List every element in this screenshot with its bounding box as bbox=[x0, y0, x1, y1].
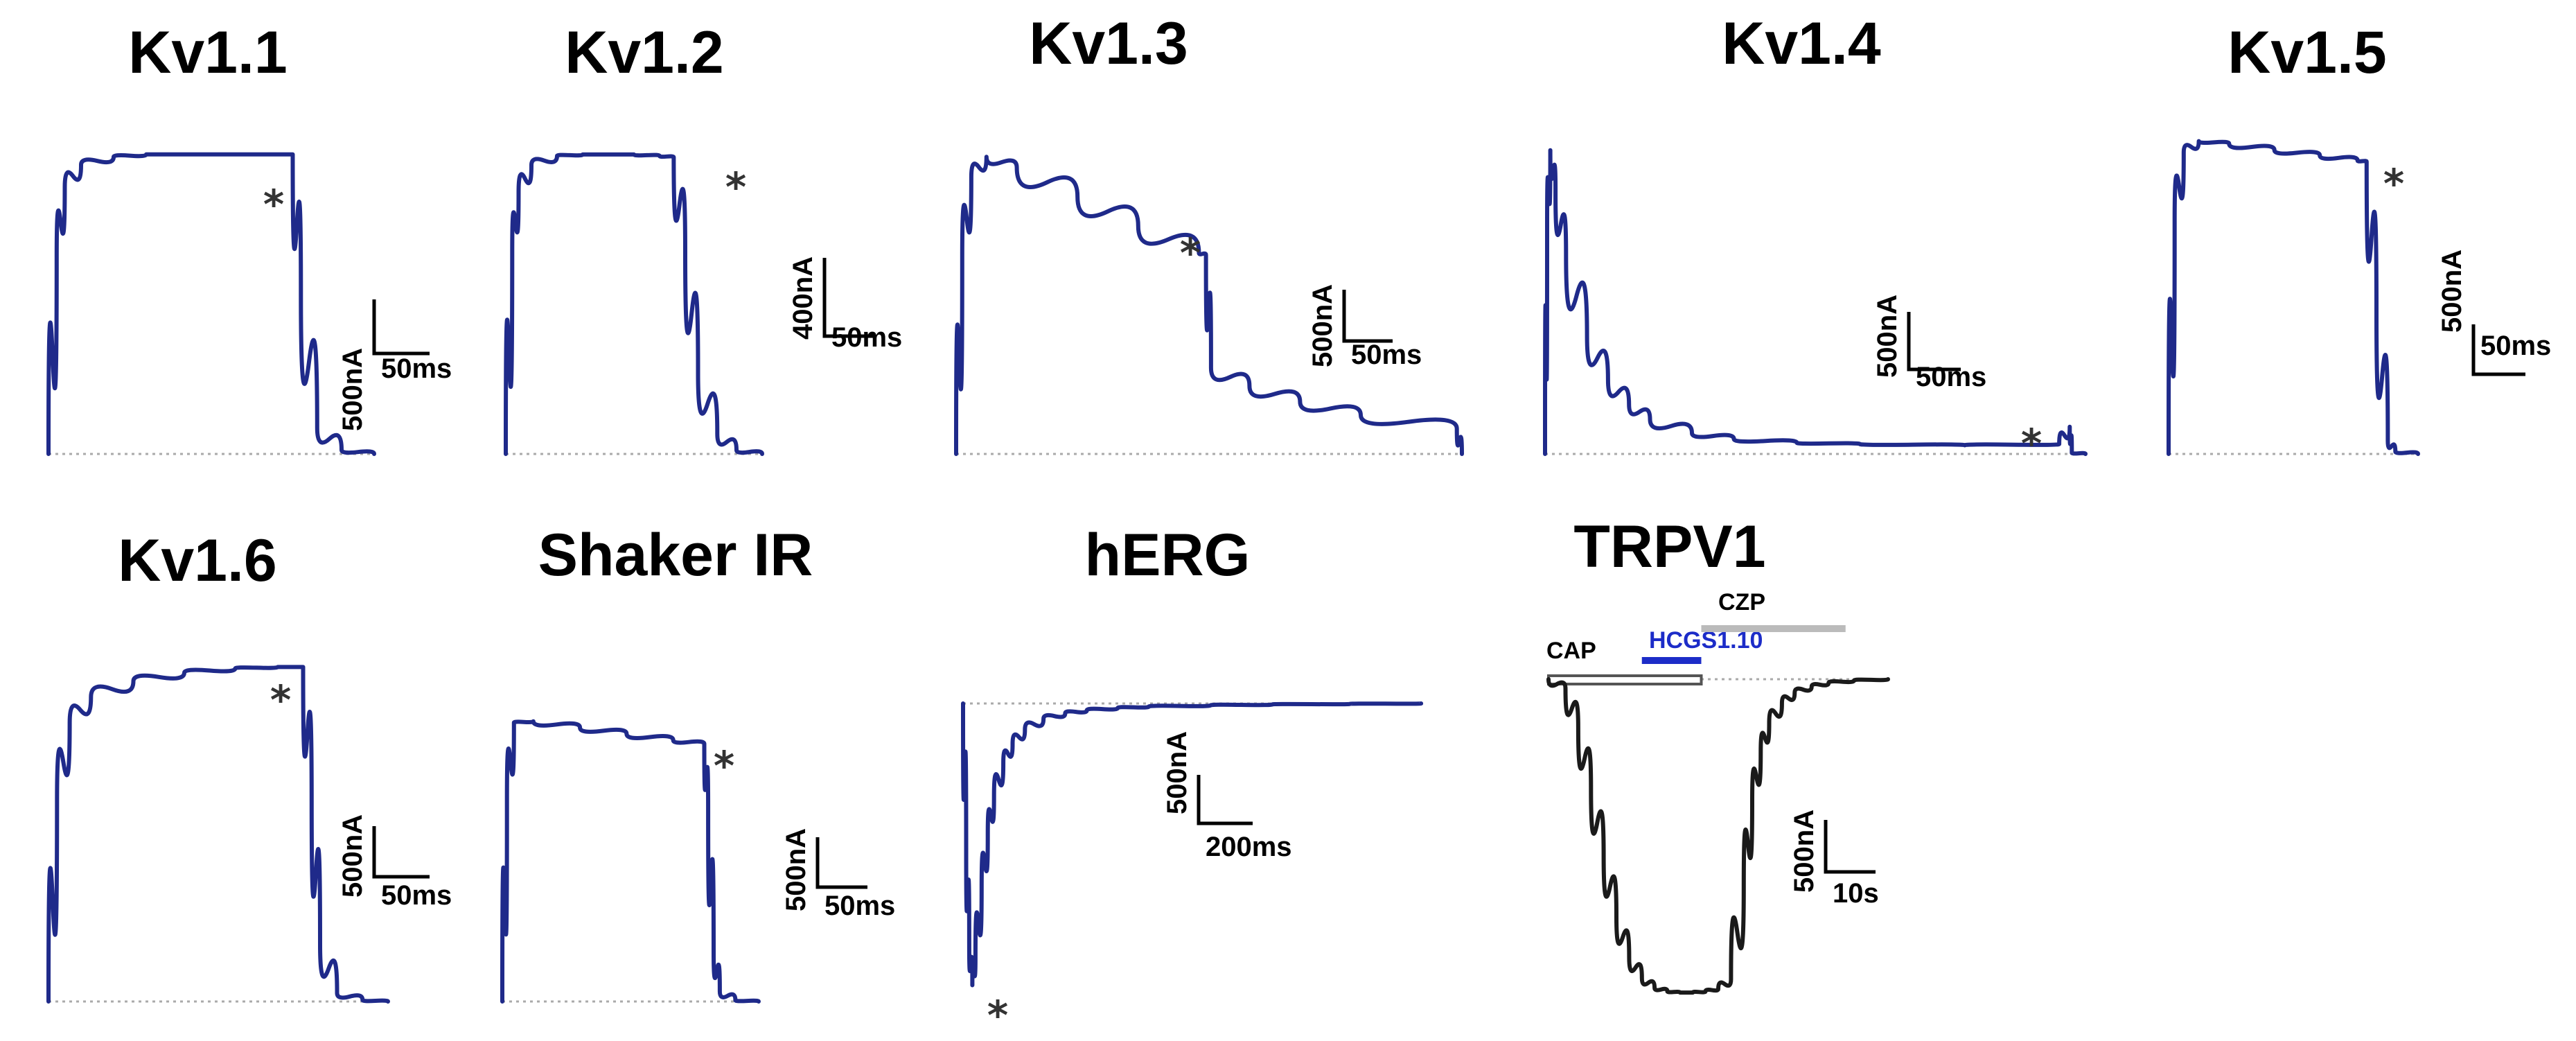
scale-bar-y-label-herg: 500nA bbox=[1162, 731, 1192, 814]
scale-bar-x-label-kv1-5: 50ms bbox=[2480, 331, 2551, 361]
scale-bar-herg bbox=[1197, 775, 1253, 825]
scale-bar-kv1-2 bbox=[822, 258, 874, 338]
trace-kv1-3 bbox=[954, 155, 1464, 456]
panel-title-trpv1: TRPV1 bbox=[1573, 514, 1765, 580]
trace-kv1-6 bbox=[46, 665, 390, 1004]
trace-herg bbox=[961, 701, 1424, 988]
panel-title-kv1-5: Kv1.5 bbox=[2227, 19, 2387, 86]
panel-title-kv1-6: Kv1.6 bbox=[118, 527, 277, 594]
scale-bar-y-label-shaker-ir: 500nA bbox=[781, 828, 811, 911]
asterisk-marker-herg: * bbox=[987, 992, 1008, 1039]
application-bar-cap bbox=[1547, 674, 1703, 685]
scale-bar-shaker-ir bbox=[815, 837, 867, 889]
trace-kv1-4 bbox=[1543, 148, 2088, 456]
scale-bar-x-label-herg: 200ms bbox=[1206, 832, 1292, 862]
scale-bar-y-label-kv1-6: 500nA bbox=[337, 814, 368, 898]
panel-title-kv1-4: Kv1.4 bbox=[1722, 10, 1881, 77]
scale-bar-kv1-5 bbox=[2471, 324, 2525, 376]
application-bar-hcgs1-10 bbox=[1641, 657, 1702, 664]
scale-bar-x-label-shaker-ir: 50ms bbox=[824, 891, 895, 921]
scale-bar-trpv1 bbox=[1824, 820, 1876, 874]
asterisk-marker-kv1-3: * bbox=[1180, 229, 1201, 277]
scale-bar-kv1-3 bbox=[1342, 290, 1393, 343]
scale-bar-kv1-6 bbox=[372, 826, 430, 879]
trace-trpv1 bbox=[1546, 677, 1890, 995]
asterisk-marker-kv1-2: * bbox=[725, 164, 746, 211]
application-bar-czp bbox=[1701, 625, 1846, 632]
asterisk-marker-kv1-4: * bbox=[2021, 420, 2042, 467]
asterisk-marker-kv1-6: * bbox=[270, 676, 291, 724]
panel-title-herg: hERG bbox=[1085, 522, 1251, 588]
panel-title-kv1-2: Kv1.2 bbox=[565, 19, 724, 86]
asterisk-marker-shaker-ir: * bbox=[714, 742, 734, 789]
scale-bar-y-label-trpv1: 500nA bbox=[1789, 810, 1819, 893]
panel-title-shaker-ir: Shaker IR bbox=[538, 522, 813, 588]
trace-kv1-1 bbox=[46, 152, 376, 456]
application-bar-label-czp: CZP bbox=[1718, 589, 1765, 615]
scale-bar-y-label-kv1-1: 500nA bbox=[337, 348, 368, 431]
scale-bar-x-label-kv1-3: 50ms bbox=[1351, 340, 1422, 370]
scale-bar-x-label-trpv1: 10s bbox=[1833, 878, 1879, 909]
scale-bar-y-label-kv1-3: 500nA bbox=[1307, 284, 1338, 367]
scale-bar-y-label-kv1-2: 400nA bbox=[788, 256, 818, 340]
application-bar-label-cap: CAP bbox=[1546, 638, 1596, 664]
scale-bar-y-label-kv1-4: 500nA bbox=[1872, 295, 1903, 378]
scale-bar-y-label-kv1-5: 500nA bbox=[2437, 250, 2467, 333]
trace-kv1-2 bbox=[504, 152, 764, 456]
trace-kv1-5 bbox=[2167, 139, 2420, 456]
scale-bar-kv1-1 bbox=[372, 299, 430, 356]
scale-bar-kv1-4 bbox=[1907, 312, 1961, 371]
panel-title-kv1-3: Kv1.3 bbox=[1029, 10, 1188, 77]
scale-bar-x-label-kv1-4: 50ms bbox=[1916, 362, 1986, 392]
asterisk-marker-kv1-1: * bbox=[263, 181, 284, 228]
trace-shaker-ir bbox=[500, 719, 761, 1004]
panel-title-kv1-1: Kv1.1 bbox=[128, 19, 288, 86]
scale-bar-x-label-kv1-2: 50ms bbox=[831, 322, 902, 353]
asterisk-marker-kv1-5: * bbox=[2383, 160, 2404, 207]
scale-bar-x-label-kv1-6: 50ms bbox=[381, 880, 452, 911]
scale-bar-x-label-kv1-1: 50ms bbox=[381, 353, 452, 384]
